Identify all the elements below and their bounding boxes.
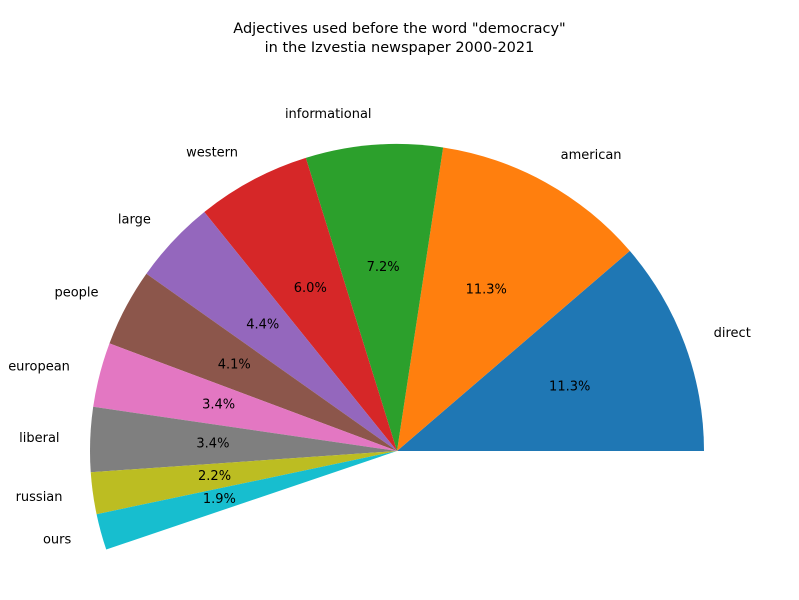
slice-percent-ours: 1.9% <box>203 492 236 507</box>
slice-label-ours: ours <box>43 533 72 548</box>
slice-percent-western: 6.0% <box>294 281 327 296</box>
slice-percent-people: 4.1% <box>218 357 251 372</box>
slice-label-western: western <box>186 146 238 161</box>
slice-label-russian: russian <box>16 490 63 505</box>
slice-percent-american: 11.3% <box>466 282 507 297</box>
slice-percent-direct: 11.3% <box>549 379 590 394</box>
slice-percent-russian: 2.2% <box>198 469 231 484</box>
slice-percent-large: 4.4% <box>246 317 279 332</box>
slice-label-direct: direct <box>714 326 751 341</box>
slice-percent-liberal: 3.4% <box>196 437 229 452</box>
slice-label-liberal: liberal <box>19 431 59 446</box>
pie-slices <box>90 144 704 550</box>
slice-percent-informational: 7.2% <box>367 260 400 275</box>
slice-label-american: american <box>561 148 622 163</box>
slice-label-large: large <box>118 212 151 227</box>
slice-label-european: european <box>8 360 70 375</box>
slice-label-people: people <box>54 285 98 300</box>
slice-percent-european: 3.4% <box>202 398 235 413</box>
slice-label-informational: informational <box>285 107 372 122</box>
